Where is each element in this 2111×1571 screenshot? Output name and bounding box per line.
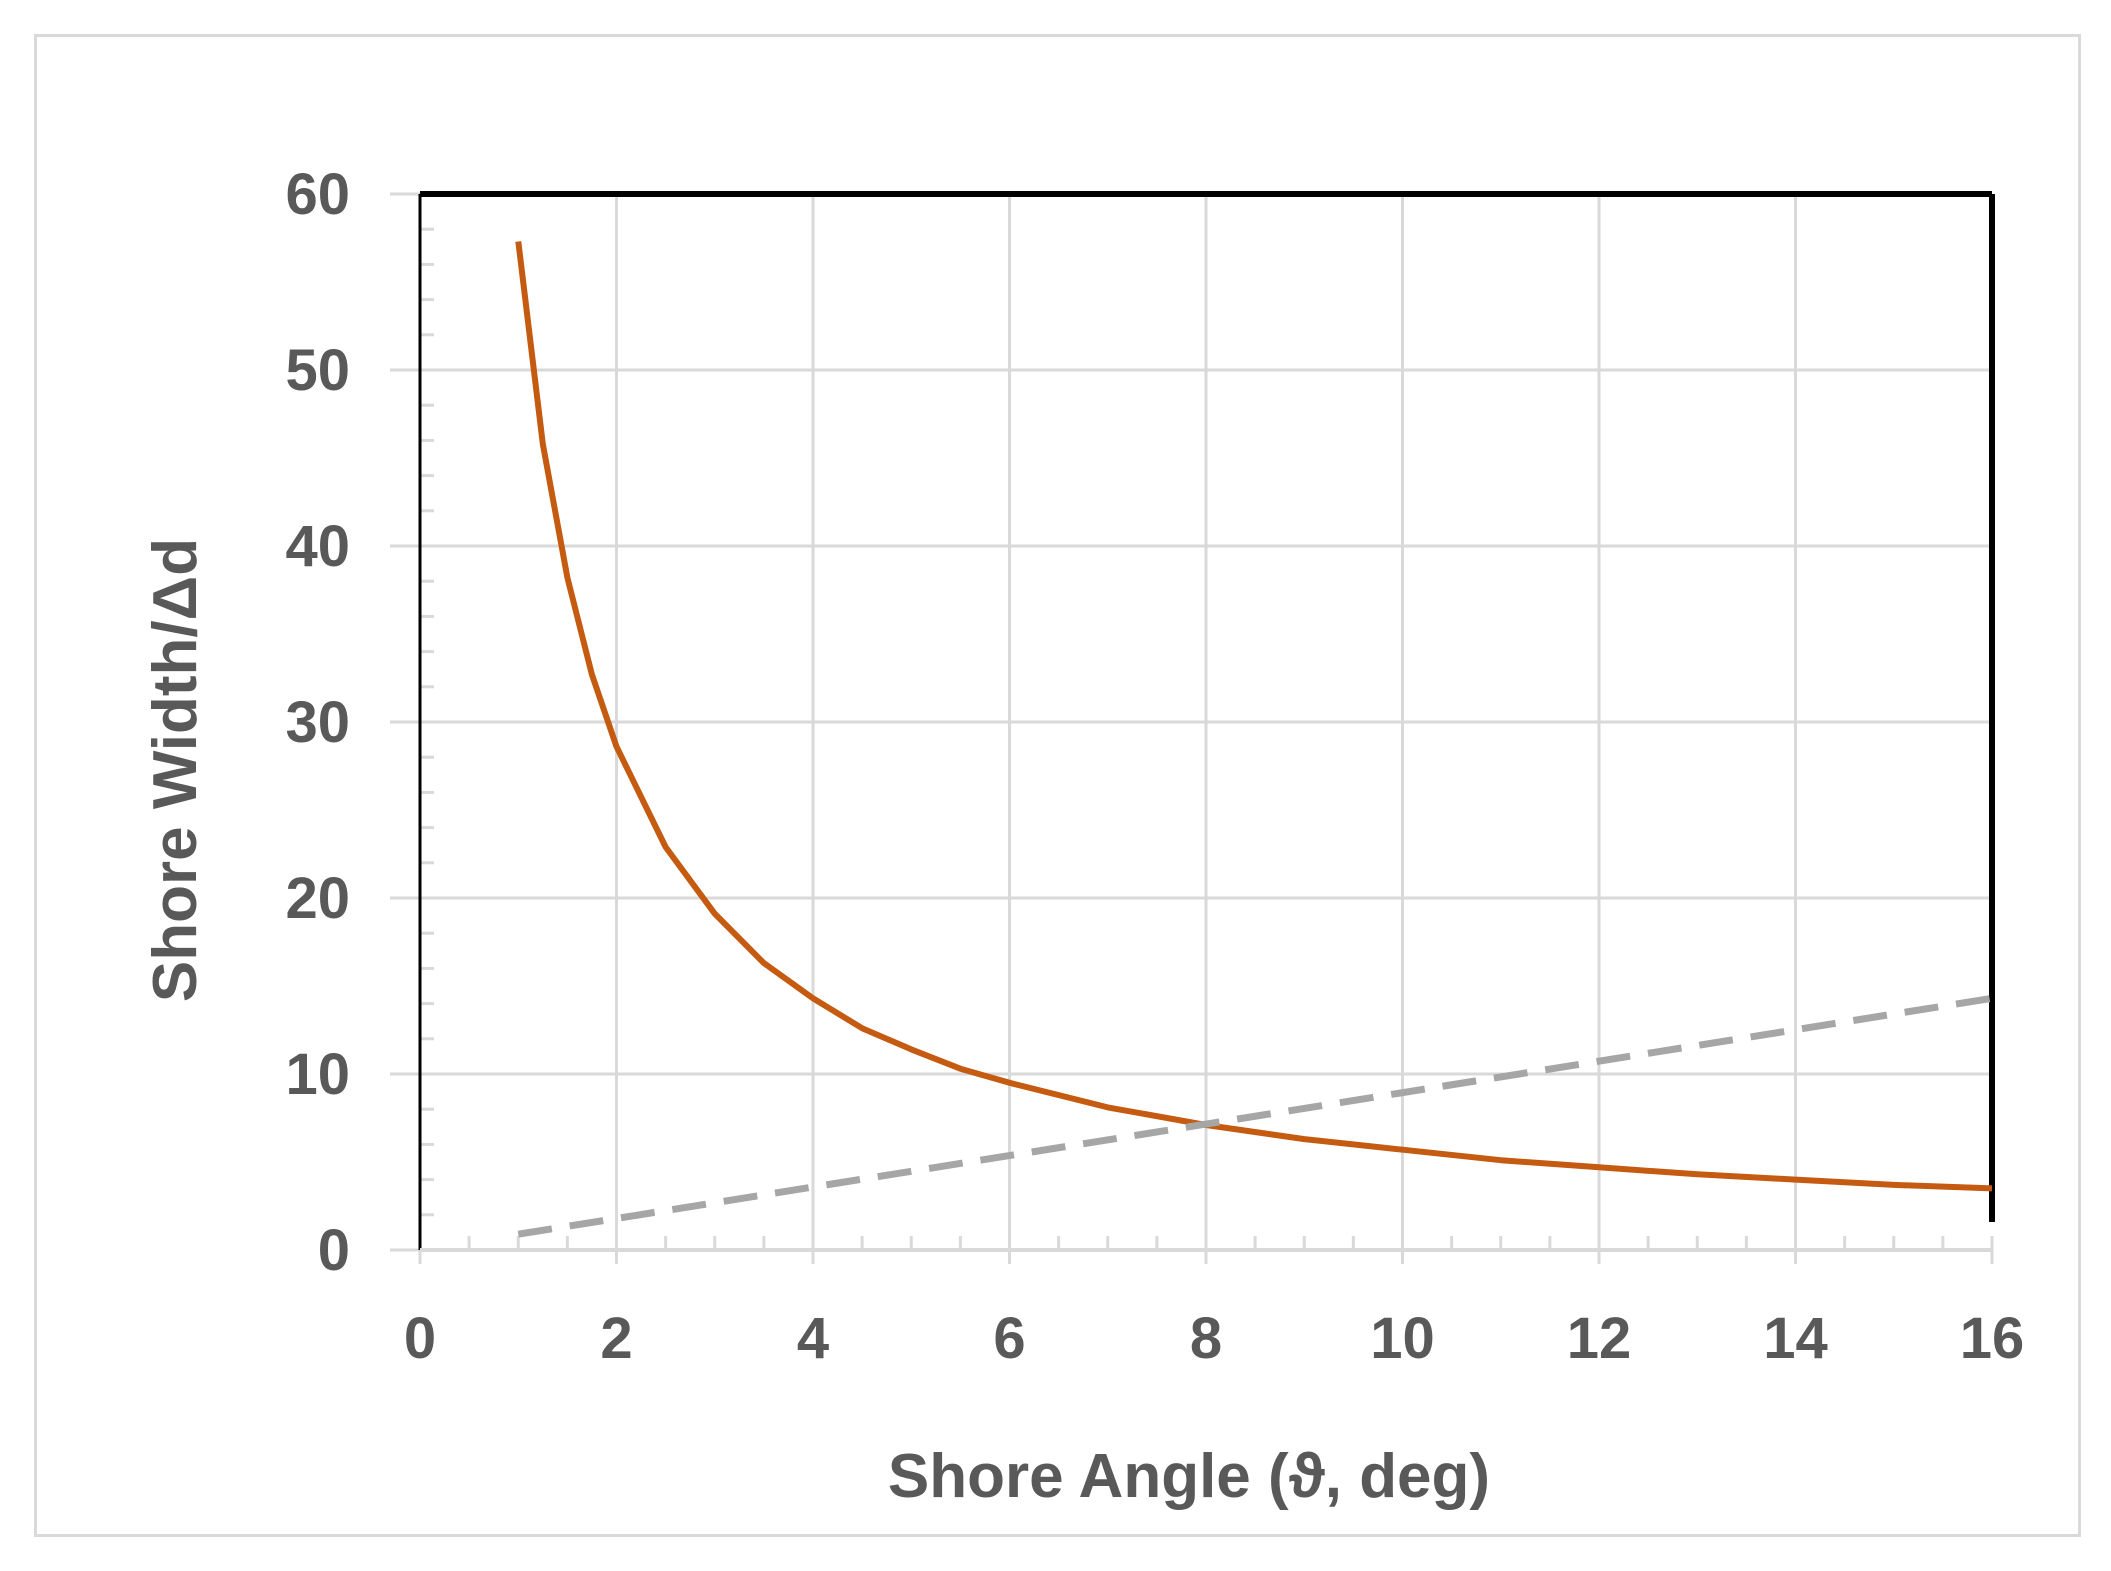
y-tick-label: 40 xyxy=(285,514,350,579)
minor-tick-marks xyxy=(418,192,1994,1264)
x-tick-label: 14 xyxy=(1763,1306,1828,1371)
x-tick-label: 2 xyxy=(600,1306,632,1371)
x-tick-label: 0 xyxy=(404,1306,436,1371)
y-tick-label: 0 xyxy=(318,1218,350,1283)
y-tick-label: 20 xyxy=(285,866,350,931)
y-tick-label: 50 xyxy=(285,338,350,403)
gridlines xyxy=(390,192,1992,1252)
x-axis-label: Shore Angle (ϑ, deg) xyxy=(888,1442,1490,1511)
y-tick-label: 60 xyxy=(285,162,350,227)
x-tick-label: 6 xyxy=(993,1306,1025,1371)
x-tick-label: 8 xyxy=(1190,1306,1222,1371)
x-tick-label: 4 xyxy=(797,1306,829,1371)
x-tick-label: 12 xyxy=(1567,1306,1632,1371)
y-tick-label: 30 xyxy=(285,690,350,755)
solid-series-line xyxy=(515,241,1993,1192)
y-axis-label: Shore Width/Δd xyxy=(141,538,210,1002)
x-tick-label: 10 xyxy=(1370,1306,1435,1371)
chart-frame xyxy=(34,34,2081,1537)
plot-border xyxy=(418,191,1995,1252)
y-axis-tick-labels: 0 10 20 30 40 50 60 xyxy=(285,162,350,1283)
x-tick-label: 16 xyxy=(1960,1306,2025,1371)
data-series xyxy=(515,241,1993,1238)
y-tick-label: 10 xyxy=(285,1042,350,1107)
x-axis-tick-labels: 0 2 4 6 8 10 12 14 16 xyxy=(404,1306,2024,1371)
dashed-series-line xyxy=(517,994,1993,1238)
